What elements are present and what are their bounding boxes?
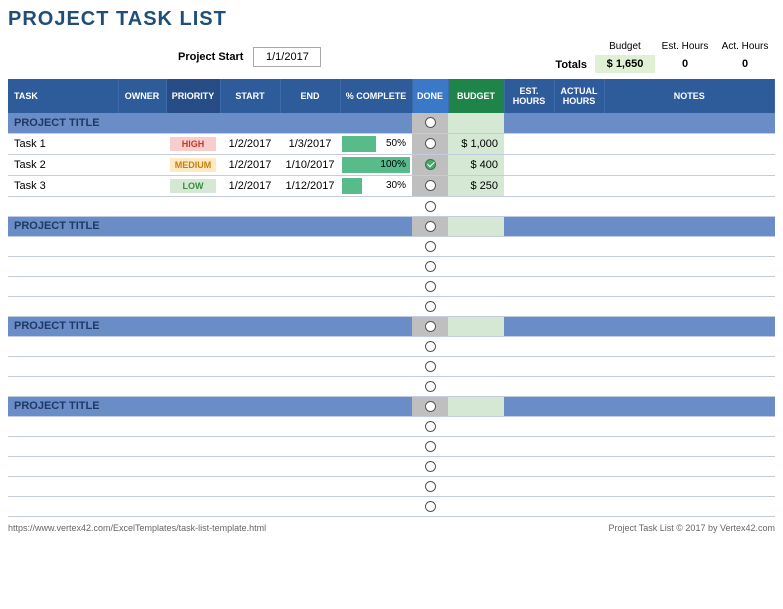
col-done: DONE	[412, 79, 448, 113]
end-date: 1/3/2017	[280, 133, 340, 154]
done-radio[interactable]	[425, 301, 436, 312]
col-act: ACTUAL HOURS	[554, 79, 604, 113]
priority-badge: MEDIUM	[170, 158, 216, 172]
done-radio[interactable]	[425, 261, 436, 272]
done-radio[interactable]	[425, 321, 436, 332]
table-row	[8, 356, 775, 376]
done-radio[interactable]	[425, 501, 436, 512]
col-task: TASK	[8, 79, 118, 113]
done-radio[interactable]	[425, 159, 436, 170]
col-priority: PRIORITY	[166, 79, 220, 113]
done-radio[interactable]	[425, 281, 436, 292]
col-end: END	[280, 79, 340, 113]
budget-value: $ 400	[448, 154, 504, 175]
section-header-row: PROJECT TITLE	[8, 396, 775, 416]
table-row: Task 3 LOW 1/2/20171/12/201730% $ 250	[8, 175, 775, 196]
done-radio[interactable]	[425, 441, 436, 452]
project-start-input[interactable]	[253, 47, 321, 67]
section-header-row: PROJECT TITLE	[8, 216, 775, 236]
done-radio[interactable]	[425, 481, 436, 492]
done-radio[interactable]	[425, 341, 436, 352]
table-row: Task 2 MEDIUM 1/2/20171/10/2017100% $ 400	[8, 154, 775, 175]
task-name: Task 2	[8, 154, 118, 175]
pct-complete: 100%	[342, 157, 410, 173]
end-date: 1/12/2017	[280, 175, 340, 196]
project-start-label: Project Start	[178, 51, 243, 63]
col-owner: OWNER	[118, 79, 166, 113]
priority-badge: LOW	[170, 179, 216, 193]
start-date: 1/2/2017	[220, 175, 280, 196]
table-row	[8, 416, 775, 436]
table-row	[8, 276, 775, 296]
done-radio[interactable]	[425, 221, 436, 232]
done-radio[interactable]	[425, 421, 436, 432]
done-radio[interactable]	[425, 201, 436, 212]
footer: https://www.vertex42.com/ExcelTemplates/…	[8, 523, 775, 533]
table-row	[8, 376, 775, 396]
totals-label: Totals	[555, 59, 587, 71]
budget-value: $ 1,000	[448, 133, 504, 154]
section-header-row: PROJECT TITLE	[8, 113, 775, 133]
topbar: Project Start Totals Budget $ 1,650 Est.…	[8, 41, 775, 73]
footer-copyright: Project Task List © 2017 by Vertex42.com	[608, 523, 775, 533]
table-row	[8, 196, 775, 216]
table-row	[8, 496, 775, 516]
section-header-row: PROJECT TITLE	[8, 316, 775, 336]
col-pct: % COMPLETE	[340, 79, 412, 113]
pct-complete: 50%	[342, 136, 410, 152]
end-date: 1/10/2017	[280, 154, 340, 175]
task-name: Task 1	[8, 133, 118, 154]
table-row	[8, 476, 775, 496]
done-radio[interactable]	[425, 361, 436, 372]
done-radio[interactable]	[425, 461, 436, 472]
table-row	[8, 256, 775, 276]
table-row	[8, 296, 775, 316]
table-row	[8, 436, 775, 456]
done-radio[interactable]	[425, 117, 436, 128]
page-title: PROJECT TASK LIST	[8, 8, 775, 31]
col-notes: NOTES	[604, 79, 775, 113]
budget-value: $ 250	[448, 175, 504, 196]
totals-budget: Budget $ 1,650	[595, 41, 655, 73]
footer-link[interactable]: https://www.vertex42.com/ExcelTemplates/…	[8, 523, 266, 533]
col-est: EST. HOURS	[504, 79, 554, 113]
pct-complete: 30%	[342, 178, 410, 194]
done-radio[interactable]	[425, 381, 436, 392]
done-radio[interactable]	[425, 241, 436, 252]
start-date: 1/2/2017	[220, 154, 280, 175]
task-table: TASK OWNER PRIORITY START END % COMPLETE…	[8, 79, 775, 517]
col-budget: BUDGET	[448, 79, 504, 113]
table-row	[8, 456, 775, 476]
priority-badge: HIGH	[170, 137, 216, 151]
done-radio[interactable]	[425, 138, 436, 149]
totals-est-hours: Est. Hours 0	[655, 41, 715, 73]
task-name: Task 3	[8, 175, 118, 196]
col-start: START	[220, 79, 280, 113]
done-radio[interactable]	[425, 401, 436, 412]
table-row	[8, 336, 775, 356]
start-date: 1/2/2017	[220, 133, 280, 154]
done-radio[interactable]	[425, 180, 436, 191]
table-row: Task 1 HIGH 1/2/20171/3/201750% $ 1,000	[8, 133, 775, 154]
table-row	[8, 236, 775, 256]
totals-act-hours: Act. Hours 0	[715, 41, 775, 73]
table-header-row: TASK OWNER PRIORITY START END % COMPLETE…	[8, 79, 775, 113]
